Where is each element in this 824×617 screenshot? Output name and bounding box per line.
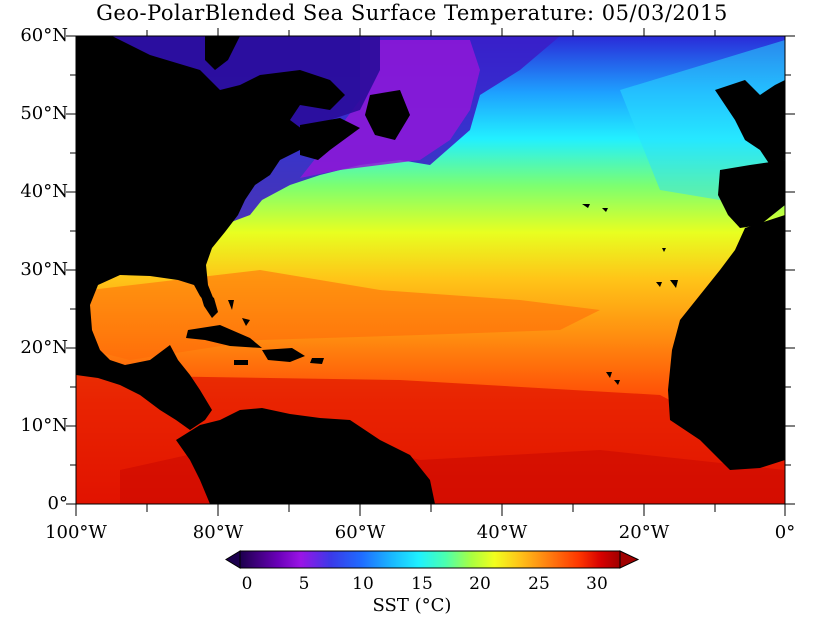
colorbar-label: SST (°C) (372, 595, 452, 616)
colorbar-tick-10: 10 (352, 574, 374, 594)
lat-ticks (66, 35, 76, 505)
lon-label-100w: 100°W (45, 522, 107, 543)
colorbar-tick-30: 30 (586, 574, 608, 594)
colorbar-tick-25: 25 (528, 574, 550, 594)
lon-label-60w: 60°W (334, 522, 386, 543)
lon-label-40w: 40°W (476, 522, 528, 543)
lon-ticks-top (146, 28, 716, 36)
colorbar-tick-5: 5 (298, 574, 310, 594)
lon-label-20w: 20°W (618, 522, 670, 543)
map-title: Geo-PolarBlended Sea Surface Temperature… (96, 1, 728, 25)
lat-label-30n: 30°N (20, 259, 68, 280)
colorbar-tick-20: 20 (469, 574, 491, 594)
colorbar-tick-15: 15 (411, 574, 433, 594)
colorbar-high-arrow (619, 550, 640, 569)
lat-label-0: 0° (47, 493, 68, 514)
lon-label-0: 0° (774, 522, 796, 543)
colorbar-low-arrow (225, 550, 241, 569)
lon-label-80w: 80°W (192, 522, 244, 543)
lat-label-10n: 10°N (20, 415, 68, 436)
lat-label-40n: 40°N (20, 181, 68, 202)
lat-ticks-right (785, 35, 795, 505)
lat-label-50n: 50°N (20, 103, 68, 124)
colorbar (225, 550, 640, 569)
lon-ticks (75, 504, 786, 516)
lat-label-20n: 20°N (20, 337, 68, 358)
lat-label-60n: 60°N (20, 25, 68, 46)
land-masses (76, 36, 785, 504)
colorbar-tick-0: 0 (241, 574, 253, 594)
